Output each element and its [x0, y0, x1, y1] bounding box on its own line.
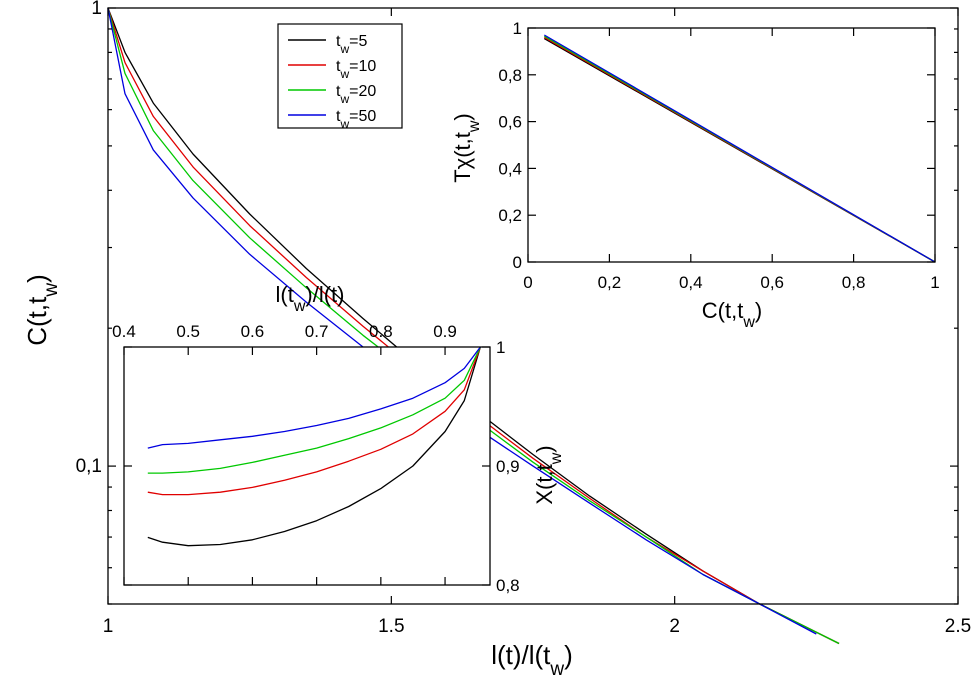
inset-left-xtick-label: 0.6 — [241, 322, 265, 341]
inset-left-series-t-w-5 — [147, 346, 482, 547]
inset-right-ytick-label: 0,2 — [498, 206, 522, 225]
main-ytick-label: 1 — [91, 0, 102, 19]
inset-right-ytick-label: 0,4 — [498, 159, 522, 178]
legend-label: tw=20 — [336, 83, 376, 106]
inset-left-series-t-w-20 — [147, 346, 481, 474]
inset-right-ytick-label: 0,8 — [498, 66, 522, 85]
inset-left-ytick-label: 0,9 — [496, 457, 520, 476]
inset-right-ytick-label: 0,6 — [498, 113, 522, 132]
main-xtick-label: 1.5 — [378, 616, 404, 637]
inset-left-ytick-label: 1 — [496, 338, 505, 357]
inset-right-ytick-label: 0 — [513, 253, 522, 272]
inset-right-xtick-label: 1 — [930, 273, 939, 292]
inset-right-ytick-label: 1 — [513, 19, 522, 38]
legend-label: tw=50 — [336, 108, 376, 131]
inset-left-xtick-label: 0.5 — [176, 322, 200, 341]
inset-left-ylabel: X(t,tw) — [532, 445, 565, 504]
inset-right-frame — [527, 27, 936, 263]
legend-label: tw=10 — [336, 58, 376, 81]
inset-left-plot: 0.4 0.5 0.6 0.7 0.8 0.9 0,8 0,9 1 l(tw)/l(t) X(t,t… — [112, 282, 564, 595]
inset-right-xtick-label: 0,2 — [598, 273, 622, 292]
inset-right-xtick-label: 0,4 — [679, 273, 703, 292]
inset-left-xlabel: l(tw)/l(t) — [276, 282, 345, 315]
main-xtick-label: 1 — [103, 616, 114, 637]
inset-left-background — [124, 347, 490, 585]
main-xlabel: l(t)/l(tw) — [491, 640, 573, 679]
inset-right-xtick-label: 0,6 — [760, 273, 784, 292]
inset-left-series-t-w-50 — [147, 346, 481, 449]
main-frame — [107, 7, 959, 605]
main-plot: 1 1.5 2 2.5 0,1 1 l(t)/l(tw) C(t,tw) — [22, 0, 971, 679]
legend-box — [277, 23, 403, 129]
inset-left-ytick-label: 0,8 — [496, 576, 520, 595]
main-xtick-label: 2 — [669, 616, 680, 637]
main-ytick-label: 0,1 — [76, 456, 102, 477]
inset-left-xtick-label: 0.7 — [305, 322, 329, 341]
inset-left-xtick-label: 0.8 — [369, 322, 393, 341]
inset-left-xtick-label: 0.4 — [112, 322, 136, 341]
main-xtick-label: 2.5 — [945, 616, 971, 637]
legend-label: tw=5 — [336, 33, 367, 56]
inset-right-xtick-label: 0 — [523, 273, 532, 292]
inset-right-ylabel: Tχ(t,tw) — [450, 113, 483, 183]
inset-right-xtick-label: 0,8 — [842, 273, 866, 292]
inset-right-xlabel: C(t,tw) — [702, 298, 762, 331]
inset-left-xtick-label: 0.9 — [433, 322, 457, 341]
main-ylabel: C(t,tw) — [22, 274, 62, 346]
inset-right-plot: 0 0,2 0,4 0,6 0,8 1 0 0,2 0,4 0,6 0,8 1 C(t,tw) Tχ(t,… — [450, 19, 940, 331]
inset-right-series-t-w-50 — [543, 34, 936, 263]
inset-left-series-t-w-10 — [147, 346, 482, 496]
